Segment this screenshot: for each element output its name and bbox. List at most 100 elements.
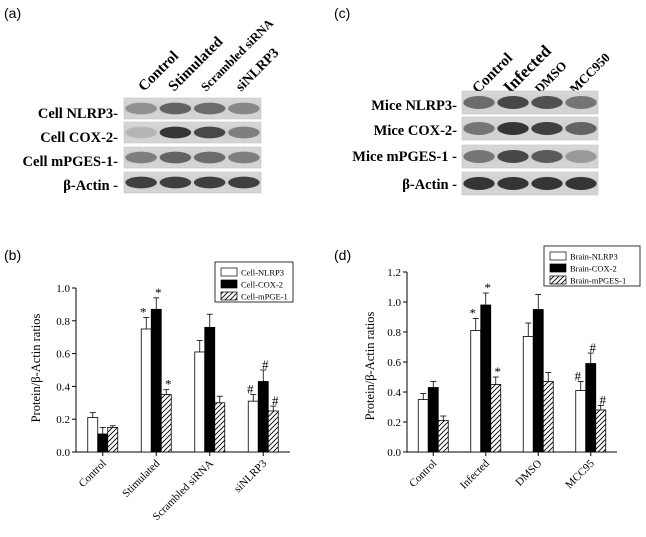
bar — [247, 400, 259, 453]
blot-band — [565, 177, 597, 190]
x-tick-label: Infected — [458, 457, 492, 491]
panel-letter-d: (d) — [334, 247, 351, 263]
blot-row-label: Cell NLRP3- — [38, 106, 118, 122]
y-tick-label: 0.0 — [387, 447, 401, 459]
y-axis-title: Protein/β-Actin ratios — [363, 311, 377, 420]
blot-band — [228, 176, 260, 189]
significance-mark: * — [165, 377, 172, 392]
bar — [150, 308, 162, 453]
blot-band — [159, 126, 192, 139]
blot-band — [159, 176, 192, 189]
blot-band — [531, 177, 563, 190]
blot-band — [497, 122, 529, 135]
blot-band — [125, 151, 157, 164]
blot-strip — [461, 144, 599, 169]
legend-label: Brain-mPGES-1 — [570, 276, 626, 286]
legend-swatch — [549, 263, 567, 273]
blot-band — [463, 122, 495, 135]
bar-chart-brain: Protein/β-Actin ratios 0.0 0.2 0.4 0.6 0.8 1.… — [363, 245, 641, 492]
panel-letter-a: (a) — [4, 5, 21, 21]
bar — [532, 309, 544, 453]
bar — [257, 381, 269, 453]
legend-label: Cell-mPGE-1 — [241, 292, 288, 302]
blot-band — [565, 122, 597, 135]
legend-label: Brain-NLRP3 — [570, 252, 618, 262]
y-tick-label: 0.2 — [387, 417, 401, 429]
bar — [490, 384, 502, 453]
blot-band — [125, 126, 157, 139]
blot-band — [125, 176, 157, 189]
significance-mark: * — [155, 285, 162, 300]
blot-band — [159, 102, 192, 115]
blot-strip — [123, 171, 262, 194]
bar — [585, 363, 597, 453]
bar — [542, 381, 554, 453]
legend-label: Cell-COX-2 — [241, 280, 283, 290]
legend-label: Brain-COX-2 — [570, 264, 617, 274]
significance-mark: # — [600, 393, 607, 408]
bar — [480, 304, 492, 453]
significance-mark: # — [262, 357, 269, 372]
bar — [267, 410, 279, 453]
y-tick-label: 1.2 — [387, 267, 401, 279]
bar — [97, 433, 109, 453]
significance-mark: # — [575, 369, 582, 384]
bar — [417, 399, 429, 453]
x-tick-label: Control — [407, 458, 439, 490]
bar — [87, 417, 99, 453]
y-axis-title: Protein/β-Actin ratios — [29, 313, 43, 422]
x-tick-label: Stimulated — [120, 457, 163, 500]
panel-letter-c: (c) — [334, 5, 350, 21]
blot-band — [497, 177, 529, 190]
bar — [160, 394, 172, 453]
bar — [107, 426, 119, 453]
blot-band — [463, 96, 495, 109]
y-tick-label: 0.4 — [56, 381, 70, 393]
blot-band — [228, 126, 260, 139]
bar — [470, 330, 482, 453]
western-blot-mice: Control Infected DMSO MCC950 Mice NLRP3-… — [352, 41, 613, 196]
blot-strip — [461, 116, 599, 141]
y-tick-label: 0.2 — [56, 414, 70, 426]
blot-band — [463, 177, 495, 190]
bar — [214, 402, 226, 453]
bar — [140, 328, 152, 453]
significance-mark: * — [470, 306, 477, 321]
legend: Cell-NLRP3 Cell-COX-2 Cell-mPGE-1 — [214, 261, 294, 303]
legend-swatch — [220, 291, 238, 301]
blot-row-label: β-Actin - — [402, 177, 457, 193]
legend-swatch — [220, 279, 238, 289]
blot-band — [159, 151, 192, 164]
y-tick-label: 0.4 — [387, 387, 401, 399]
blot-row-label: β-Actin - — [63, 178, 118, 194]
significance-mark: * — [140, 305, 147, 320]
blot-band — [531, 150, 563, 163]
x-tick-label: Control — [77, 458, 109, 490]
significance-mark: * — [485, 280, 492, 295]
y-tick-label: 1.0 — [56, 283, 70, 295]
blot-column-label: MCC950 — [567, 50, 613, 96]
bar — [437, 420, 449, 453]
significance-mark: # — [272, 393, 279, 408]
bar — [204, 326, 216, 453]
blot-band — [565, 96, 597, 109]
x-tick-label: MCC95 — [563, 457, 597, 491]
y-tick-label: 0.8 — [56, 316, 70, 328]
y-tick-label: 1.0 — [387, 297, 401, 309]
legend-swatch — [549, 251, 567, 261]
bar — [427, 387, 439, 453]
blot-band — [497, 96, 529, 109]
blot-strip — [123, 97, 262, 120]
blot-row-label: Cell COX-2- — [40, 130, 118, 146]
blot-strip — [123, 121, 262, 144]
blot-row-label: Mice COX-2- — [374, 123, 458, 139]
blot-row-label: Mice NLRP3- — [371, 98, 457, 114]
blot-band — [531, 122, 563, 135]
significance-mark: # — [247, 382, 254, 397]
blot-band — [565, 150, 597, 163]
blot-band — [463, 150, 495, 163]
blot-row-label: Cell mPGES-1- — [23, 154, 119, 170]
blot-band — [531, 96, 563, 109]
blot-row-label: Mice mPGES-1 - — [352, 149, 457, 165]
